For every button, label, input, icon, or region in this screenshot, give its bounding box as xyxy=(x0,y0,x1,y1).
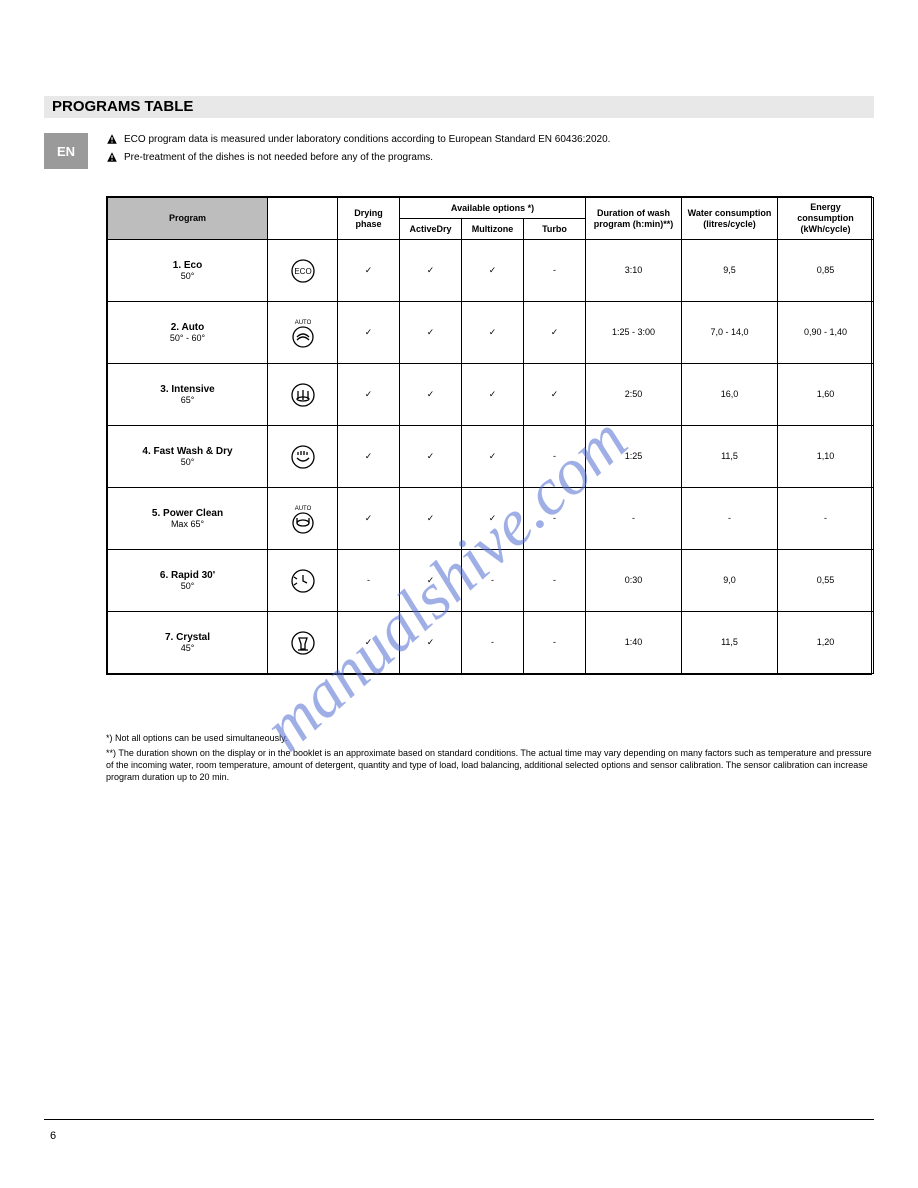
programs-table-wrap: Program Drying phase Available options *… xyxy=(106,196,872,675)
cell-drying: ✓ xyxy=(338,364,400,426)
program-name-cell: 4. Fast Wash & Dry50° xyxy=(108,426,268,488)
col-water: Water consumption (litres/cycle) xyxy=(682,198,778,240)
col-energy: Energy consumption (kWh/cycle) xyxy=(778,198,874,240)
cell-energy: 0,55 xyxy=(778,550,874,612)
cell-duration: 1:25 xyxy=(586,426,682,488)
warning-block: ECO program data is measured under labor… xyxy=(106,133,874,169)
program-name-cell: 6. Rapid 30'50° xyxy=(108,550,268,612)
cell-duration: 1:25 - 3:00 xyxy=(586,302,682,364)
warning-text: Pre-treatment of the dishes is not neede… xyxy=(124,151,433,165)
col-opt-activedry: ActiveDry xyxy=(400,219,462,240)
cell-water: 11,5 xyxy=(682,612,778,674)
cell-opt1: ✓ xyxy=(400,240,462,302)
program-name-cell: 5. Power CleanMax 65° xyxy=(108,488,268,550)
cell-energy: 0,90 - 1,40 xyxy=(778,302,874,364)
cell-duration: - xyxy=(586,488,682,550)
cell-opt3: - xyxy=(524,240,586,302)
language-badge: EN xyxy=(44,133,88,169)
table-row: 7. Crystal45°✓✓--1:4011,51,20 xyxy=(108,612,874,674)
program-icon-cell: AUTO xyxy=(268,488,338,550)
cell-duration: 0:30 xyxy=(586,550,682,612)
program-name-cell: 1. Eco50° xyxy=(108,240,268,302)
footer-rule xyxy=(44,1119,874,1120)
program-name-cell: 7. Crystal45° xyxy=(108,612,268,674)
footnotes: *) Not all options can be used simultane… xyxy=(106,732,874,786)
cell-opt2: ✓ xyxy=(462,240,524,302)
cell-opt3: - xyxy=(524,426,586,488)
program-name-cell: 3. Intensive65° xyxy=(108,364,268,426)
cell-duration: 1:40 xyxy=(586,612,682,674)
cell-opt3: - xyxy=(524,612,586,674)
cell-drying: - xyxy=(338,550,400,612)
cell-opt1: ✓ xyxy=(400,488,462,550)
cell-opt3: ✓ xyxy=(524,302,586,364)
program-icon-cell xyxy=(268,550,338,612)
program-icon-cell xyxy=(268,364,338,426)
page-number: 6 xyxy=(50,1130,56,1142)
table-row: 4. Fast Wash & Dry50°✓✓✓-1:2511,51,10 xyxy=(108,426,874,488)
program-icon-cell: AUTO xyxy=(268,302,338,364)
program-icon-cell: ECO xyxy=(268,240,338,302)
table-row: 5. Power CleanMax 65°AUTO✓✓✓---- xyxy=(108,488,874,550)
warning-row: Pre-treatment of the dishes is not neede… xyxy=(106,151,874,165)
table-row: 3. Intensive65°✓✓✓✓2:5016,01,60 xyxy=(108,364,874,426)
col-drying: Drying phase xyxy=(338,198,400,240)
cell-opt1: ✓ xyxy=(400,612,462,674)
program-icon-cell xyxy=(268,612,338,674)
warning-icon xyxy=(106,151,118,163)
cell-opt1: ✓ xyxy=(400,364,462,426)
cell-opt2: ✓ xyxy=(462,364,524,426)
page-title: PROGRAMS TABLE xyxy=(52,98,193,115)
col-opt-turbo: Turbo xyxy=(524,219,586,240)
table-row: 2. Auto50° - 60°AUTO✓✓✓✓1:25 - 3:007,0 -… xyxy=(108,302,874,364)
cell-water: 9,5 xyxy=(682,240,778,302)
cell-drying: ✓ xyxy=(338,612,400,674)
table-row: 1. Eco50°ECO✓✓✓-3:109,50,85 xyxy=(108,240,874,302)
cell-water: 11,5 xyxy=(682,426,778,488)
cell-energy: - xyxy=(778,488,874,550)
svg-text:ECO: ECO xyxy=(294,267,311,276)
cell-opt3: - xyxy=(524,488,586,550)
svg-text:AUTO: AUTO xyxy=(294,506,311,512)
warning-text: ECO program data is measured under labor… xyxy=(124,133,610,147)
cell-water: 7,0 - 14,0 xyxy=(682,302,778,364)
cell-energy: 0,85 xyxy=(778,240,874,302)
cell-drying: ✓ xyxy=(338,488,400,550)
warning-row: ECO program data is measured under labor… xyxy=(106,133,874,147)
cell-opt2: - xyxy=(462,550,524,612)
cell-energy: 1,20 xyxy=(778,612,874,674)
program-name-cell: 2. Auto50° - 60° xyxy=(108,302,268,364)
col-options: Available options *) xyxy=(400,198,586,219)
program-icon-cell xyxy=(268,426,338,488)
footnote: *) Not all options can be used simultane… xyxy=(106,732,874,744)
cell-opt2: ✓ xyxy=(462,302,524,364)
col-program: Program xyxy=(108,198,268,240)
cell-duration: 3:10 xyxy=(586,240,682,302)
cell-opt2: - xyxy=(462,612,524,674)
cell-water: 9,0 xyxy=(682,550,778,612)
cell-drying: ✓ xyxy=(338,240,400,302)
cell-drying: ✓ xyxy=(338,302,400,364)
table-row: 6. Rapid 30'50°-✓--0:309,00,55 xyxy=(108,550,874,612)
footnote: **) The duration shown on the display or… xyxy=(106,747,874,783)
programs-table: Program Drying phase Available options *… xyxy=(107,197,874,674)
col-opt-multizone: Multizone xyxy=(462,219,524,240)
cell-opt3: ✓ xyxy=(524,364,586,426)
cell-drying: ✓ xyxy=(338,426,400,488)
cell-duration: 2:50 xyxy=(586,364,682,426)
cell-water: - xyxy=(682,488,778,550)
cell-opt1: ✓ xyxy=(400,302,462,364)
cell-energy: 1,10 xyxy=(778,426,874,488)
cell-opt1: ✓ xyxy=(400,550,462,612)
col-symbol xyxy=(268,198,338,240)
cell-opt2: ✓ xyxy=(462,488,524,550)
warning-icon xyxy=(106,133,118,145)
cell-opt2: ✓ xyxy=(462,426,524,488)
cell-opt3: - xyxy=(524,550,586,612)
cell-energy: 1,60 xyxy=(778,364,874,426)
cell-opt1: ✓ xyxy=(400,426,462,488)
svg-text:AUTO: AUTO xyxy=(294,320,311,326)
cell-water: 16,0 xyxy=(682,364,778,426)
col-duration: Duration of wash program (h:min)**) xyxy=(586,198,682,240)
